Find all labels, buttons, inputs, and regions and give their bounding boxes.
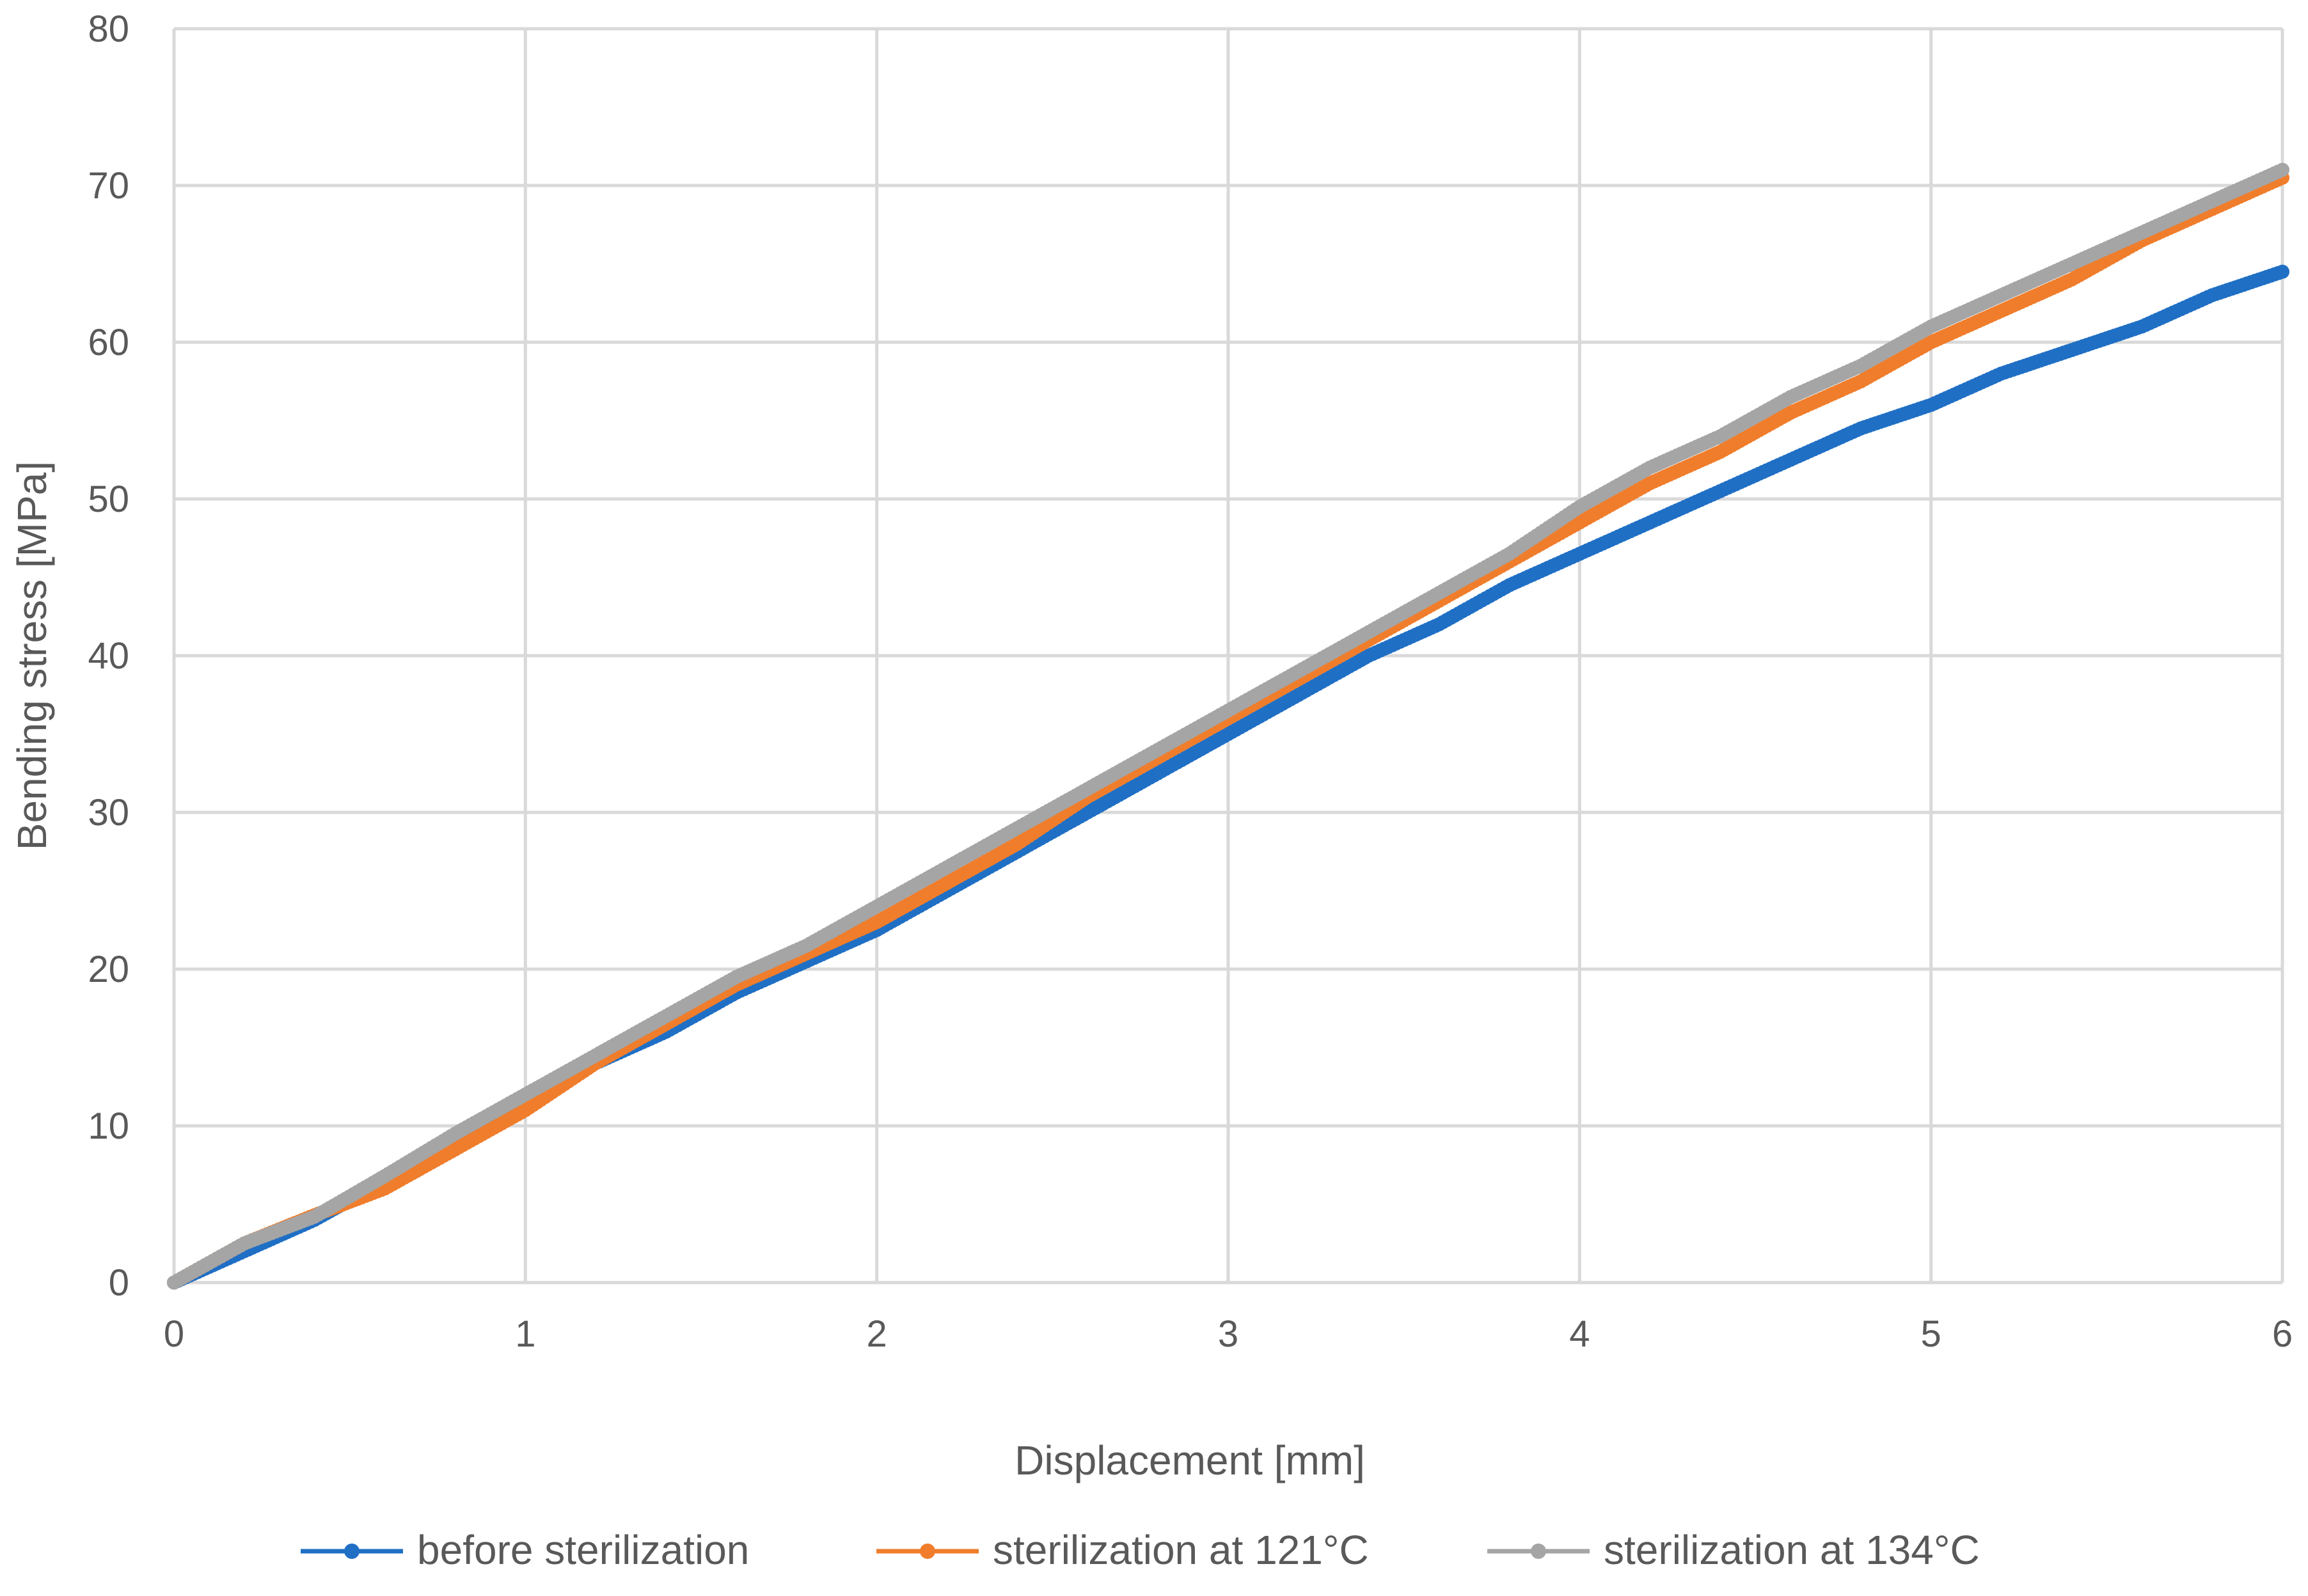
x-tick-label-2: 2 — [867, 1313, 887, 1355]
series-group — [167, 162, 2289, 1290]
y-tick-label-2: 20 — [88, 949, 129, 990]
y-tick-label-8: 80 — [88, 8, 129, 50]
y-axis-title: Bending stress [MPa] — [9, 461, 55, 850]
x-axis-title: Displacement [mm] — [1015, 1437, 1365, 1483]
grid-lines — [172, 27, 2284, 1284]
legend: before sterilization sterilization at 121… — [301, 1527, 1980, 1573]
y-tick-label-1: 10 — [88, 1105, 129, 1147]
x-axis-ticks: 0 1 2 3 4 5 6 — [164, 1313, 2293, 1355]
series-1-point-540 — [2275, 264, 2289, 279]
x-tick-label-5: 5 — [1921, 1313, 1941, 1355]
y-tick-label-0: 0 — [109, 1262, 129, 1304]
series-3-point-540 — [2275, 162, 2289, 177]
x-tick-label-3: 3 — [1218, 1313, 1238, 1355]
x-tick-label-6: 6 — [2272, 1313, 2293, 1355]
x-tick-label-4: 4 — [1569, 1313, 1590, 1355]
y-tick-label-4: 40 — [88, 635, 129, 677]
x-tick-label-0: 0 — [164, 1313, 184, 1355]
y-tick-label-6: 60 — [88, 322, 129, 363]
legend-label-2: sterilization at 121°C — [993, 1527, 1369, 1573]
legend-swatch-marker-3 — [1531, 1544, 1546, 1559]
y-axis-ticks: 0 10 20 30 40 50 60 70 80 — [88, 8, 129, 1304]
series-3 — [167, 162, 2289, 1290]
legend-label-3: sterilization at 134°C — [1604, 1527, 1980, 1573]
legend-label-1: before sterilization — [417, 1527, 749, 1573]
legend-swatch-marker-1 — [344, 1544, 360, 1559]
y-tick-label-7: 70 — [88, 165, 129, 207]
y-tick-label-5: 50 — [88, 478, 129, 520]
legend-swatch-marker-2 — [920, 1544, 935, 1559]
x-tick-label-1: 1 — [515, 1313, 535, 1355]
y-tick-label-3: 30 — [88, 792, 129, 834]
